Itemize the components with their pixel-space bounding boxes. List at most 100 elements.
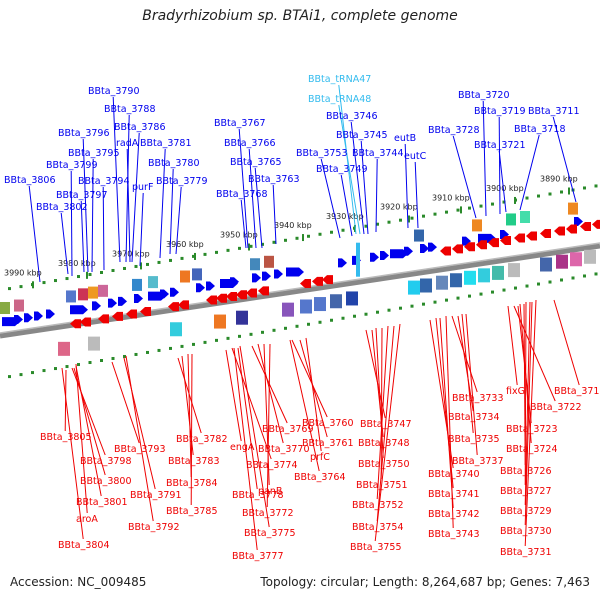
reverse-gene-block[interactable] xyxy=(478,268,490,283)
forward-gene-label[interactable]: eutB xyxy=(394,133,416,144)
reverse-gene-block[interactable] xyxy=(556,254,568,269)
forward-gene-arrow[interactable] xyxy=(34,311,43,321)
reverse-gene-block[interactable] xyxy=(88,336,100,351)
reverse-gene-label[interactable]: BBta_3747 xyxy=(360,419,412,430)
reverse-gene-arrow[interactable] xyxy=(140,307,151,316)
reverse-gene-block[interactable] xyxy=(508,263,520,278)
forward-gene-label[interactable]: BBta_3780 xyxy=(148,158,200,169)
trna-mark[interactable] xyxy=(356,242,360,277)
reverse-gene-label[interactable]: BBta_3769 xyxy=(262,424,314,435)
reverse-gene-label[interactable]: BBta_3735 xyxy=(448,434,500,445)
reverse-gene-block[interactable] xyxy=(584,249,596,264)
reverse-gene-label[interactable]: BBta_3805 xyxy=(40,432,92,443)
forward-gene-arrow[interactable] xyxy=(108,298,117,308)
forward-gene-arrow[interactable] xyxy=(286,267,304,277)
reverse-gene-arrow[interactable] xyxy=(526,231,537,241)
reverse-gene-label[interactable]: BBta_3727 xyxy=(500,486,552,497)
forward-gene-arrow[interactable] xyxy=(420,244,429,253)
forward-gene-label[interactable]: BBta_3711 xyxy=(528,106,580,117)
forward-gene-label[interactable]: BBta_3765 xyxy=(230,157,282,168)
forward-gene-label[interactable]: BBta_tRNA47 xyxy=(308,74,371,85)
reverse-gene-label[interactable]: BBta_3752 xyxy=(352,500,404,511)
reverse-gene-arrow[interactable] xyxy=(580,222,591,231)
forward-gene-arrow[interactable] xyxy=(196,283,205,293)
forward-gene-block[interactable] xyxy=(88,286,98,299)
forward-gene-label[interactable]: BBta_3749 xyxy=(316,164,368,175)
forward-gene-label[interactable]: BBta_3720 xyxy=(458,90,510,101)
reverse-gene-arrow[interactable] xyxy=(322,275,333,285)
forward-gene-arrow[interactable] xyxy=(274,269,283,279)
reverse-gene-label[interactable]: BBta_3778 xyxy=(232,490,284,501)
forward-gene-arrow[interactable] xyxy=(262,271,271,281)
reverse-gene-label[interactable]: BBta_3784 xyxy=(166,478,218,489)
forward-gene-label[interactable]: BBta_3719 xyxy=(474,106,526,117)
reverse-gene-arrow[interactable] xyxy=(226,291,237,301)
forward-gene-arrow[interactable] xyxy=(252,273,261,283)
reverse-gene-label[interactable]: BBta_3785 xyxy=(166,506,218,517)
forward-gene-block[interactable] xyxy=(0,302,10,314)
forward-gene-label[interactable]: BBta_3781 xyxy=(140,138,192,149)
reverse-gene-label[interactable]: BBta_3740 xyxy=(428,469,480,480)
reverse-gene-block[interactable] xyxy=(450,273,462,288)
reverse-gene-arrow[interactable] xyxy=(452,244,463,254)
reverse-gene-label[interactable]: BBta_3734 xyxy=(448,412,500,423)
reverse-gene-arrow[interactable] xyxy=(566,224,577,234)
forward-gene-arrow[interactable] xyxy=(24,313,33,323)
forward-gene-block[interactable] xyxy=(180,270,190,283)
reverse-gene-arrow[interactable] xyxy=(70,319,81,329)
reverse-gene-label[interactable]: BBta_3774 xyxy=(246,460,298,471)
forward-gene-arrow[interactable] xyxy=(46,309,55,319)
reverse-gene-block[interactable] xyxy=(540,257,552,272)
forward-gene-arrow[interactable] xyxy=(160,289,169,299)
reverse-gene-label[interactable]: BBta_3755 xyxy=(350,542,402,553)
reverse-gene-arrow[interactable] xyxy=(216,293,227,303)
forward-gene-block[interactable] xyxy=(506,213,516,226)
reverse-gene-label[interactable]: fixG xyxy=(506,386,525,397)
forward-gene-block[interactable] xyxy=(132,278,142,291)
forward-gene-block[interactable] xyxy=(148,276,158,289)
forward-gene-block[interactable] xyxy=(78,288,88,301)
reverse-gene-label[interactable]: BBta_3783 xyxy=(168,456,220,467)
forward-gene-label[interactable]: BBta_3799 xyxy=(46,160,98,171)
reverse-gene-label[interactable]: BBta_3791 xyxy=(130,490,182,501)
reverse-gene-label[interactable]: BBta_3764 xyxy=(294,472,346,483)
reverse-gene-label[interactable]: BBta_3731 xyxy=(500,547,552,558)
reverse-gene-arrow[interactable] xyxy=(112,311,123,321)
reverse-gene-arrow[interactable] xyxy=(476,240,487,250)
reverse-gene-label[interactable]: prfC xyxy=(310,452,330,463)
forward-gene-label[interactable]: BBta_3766 xyxy=(224,138,276,149)
forward-gene-label[interactable]: BBta_3788 xyxy=(104,104,156,115)
forward-gene-labels[interactable]: BBta_tRNA47 BBta_tRNA48 BBta_3790 BBta_3788… xyxy=(4,74,580,213)
forward-gene-label[interactable]: BBta_3795 xyxy=(68,148,120,159)
forward-gene-arrow[interactable] xyxy=(118,296,127,306)
reverse-gene-arrow[interactable] xyxy=(312,276,323,286)
forward-gene-block[interactable] xyxy=(98,284,108,297)
forward-gene-block[interactable] xyxy=(14,299,24,312)
reverse-gene-label[interactable]: BBta_3782 xyxy=(176,434,228,445)
reverse-gene-label[interactable]: BBta_3800 xyxy=(80,476,132,487)
forward-gene-arrow[interactable] xyxy=(462,236,471,246)
reverse-gene-arrow[interactable] xyxy=(258,286,269,296)
reverse-gene-block[interactable] xyxy=(236,310,248,325)
reverse-gene-block[interactable] xyxy=(282,302,294,317)
reverse-gene-label[interactable]: aroA xyxy=(76,514,98,525)
reverse-gene-label[interactable]: BBta_3801 xyxy=(76,497,128,508)
forward-gene-arrow[interactable] xyxy=(70,305,88,315)
reverse-gene-arrow[interactable] xyxy=(236,290,247,300)
reverse-gene-block[interactable] xyxy=(570,252,582,267)
reverse-gene-arrow[interactable] xyxy=(206,295,217,305)
forward-gene-label[interactable]: BBta_tRNA48 xyxy=(308,94,371,105)
forward-gene-label[interactable]: BBta_3745 xyxy=(336,130,388,141)
forward-gene-label[interactable]: BBta_3767 xyxy=(214,118,266,129)
forward-gene-arrow[interactable] xyxy=(370,252,379,262)
reverse-gene-label[interactable]: BBta_3724 xyxy=(506,444,558,455)
forward-gene-block[interactable] xyxy=(250,258,260,271)
reverse-gene-arrow[interactable] xyxy=(440,246,451,256)
forward-gene-label[interactable]: BBta_3806 xyxy=(4,175,56,186)
forward-gene-arrow[interactable] xyxy=(230,277,239,287)
forward-gene-arrow[interactable] xyxy=(390,249,408,259)
reverse-gene-arrow[interactable] xyxy=(246,288,257,298)
forward-gene-block[interactable] xyxy=(414,229,424,242)
reverse-gene-label[interactable]: BBta_3726 xyxy=(500,466,552,477)
